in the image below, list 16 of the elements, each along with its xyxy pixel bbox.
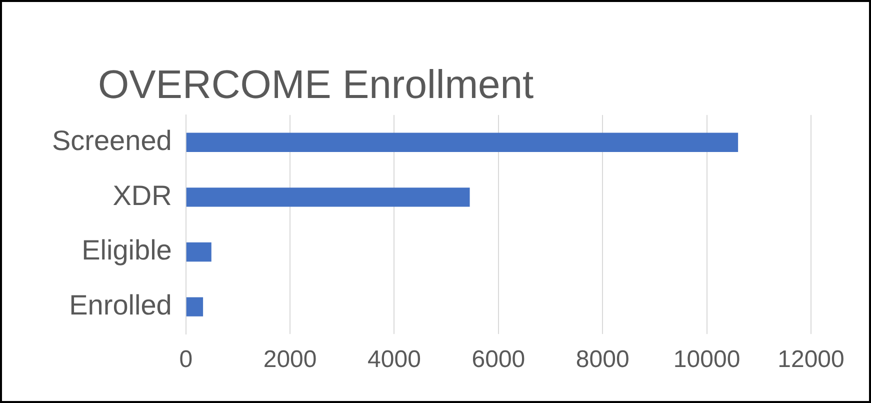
chart-title: OVERCOME Enrollment xyxy=(98,63,534,107)
bar xyxy=(186,188,470,207)
x-tick-label: 0 xyxy=(179,346,193,374)
y-tick-label: Screened xyxy=(52,125,172,156)
x-tick-label: 4000 xyxy=(368,346,421,374)
bar xyxy=(186,297,204,316)
x-tick-label: 10000 xyxy=(673,346,740,374)
y-tick-label: Enrolled xyxy=(69,290,172,321)
x-tick-label: 6000 xyxy=(472,346,526,374)
y-tick-label: Eligible xyxy=(82,234,172,266)
x-tick-label: 2000 xyxy=(263,346,317,374)
bar xyxy=(186,242,212,262)
x-tick-label: 8000 xyxy=(576,346,630,374)
x-tick-label: 12000 xyxy=(778,346,844,374)
y-tick-label: XDR xyxy=(112,180,172,211)
bar xyxy=(186,132,738,152)
